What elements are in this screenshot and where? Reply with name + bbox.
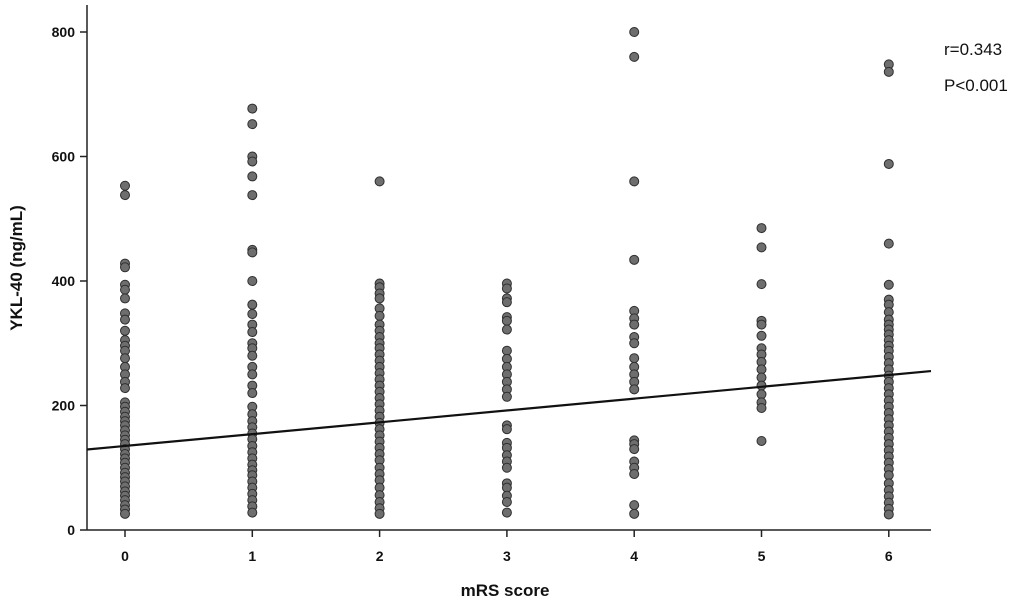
data-point [629, 176, 640, 187]
data-point [247, 299, 258, 310]
data-point [247, 308, 258, 319]
y-tick-label: 200 [52, 398, 76, 414]
data-point [120, 325, 130, 336]
data-point [247, 350, 258, 361]
data-point [883, 509, 894, 520]
data-point [883, 238, 894, 249]
x-tick-label: 2 [376, 548, 384, 564]
data-point [374, 293, 385, 304]
data-point [629, 319, 640, 330]
y-axis-title: YKL-40 (ng/mL) [7, 205, 26, 331]
data-point [120, 353, 130, 364]
data-point [247, 119, 258, 130]
data-point [756, 330, 767, 341]
data-point [501, 391, 512, 402]
data-point [756, 319, 767, 330]
data-point [247, 103, 258, 114]
data-point [501, 462, 512, 473]
data-point [247, 388, 258, 399]
data-point [501, 315, 512, 326]
data-point [756, 402, 767, 413]
data-point [247, 247, 258, 258]
data-point [883, 66, 894, 77]
x-tick-label: 3 [503, 548, 511, 564]
data-point [756, 242, 767, 253]
data-point [756, 279, 767, 290]
data-point [247, 327, 258, 338]
data-point [247, 369, 258, 380]
data-point [629, 468, 640, 479]
y-axis-ticks: 0 200 400 600 800 [52, 24, 87, 538]
axes [86, 5, 931, 531]
y-tick-label: 800 [52, 24, 76, 40]
data-point [374, 310, 385, 321]
x-tick-label: 6 [885, 548, 893, 564]
data-point [120, 190, 130, 201]
x-axis-title: mRS score [461, 581, 550, 600]
data-point [501, 507, 512, 518]
data-point [120, 284, 130, 295]
data-point [120, 262, 130, 273]
x-tick-label: 1 [248, 548, 256, 564]
data-point [247, 171, 258, 182]
regression-line [86, 369, 932, 451]
data-point [629, 338, 640, 349]
data-point [629, 508, 640, 519]
data-point [120, 180, 130, 191]
y-tick-label: 0 [67, 522, 75, 538]
data-point [883, 158, 894, 169]
data-point [629, 51, 640, 62]
y-tick-label: 400 [52, 273, 76, 289]
data-point [247, 276, 258, 286]
scatter-points [120, 27, 894, 520]
data-point [120, 383, 130, 394]
data-point [501, 496, 512, 507]
data-point [120, 314, 130, 325]
correlation-annotation: r=0.343 [944, 40, 1002, 59]
data-point [374, 508, 385, 519]
x-axis-ticks: 0 1 2 3 4 5 6 [121, 530, 893, 564]
data-point [501, 424, 512, 435]
data-point [247, 156, 258, 167]
x-tick-label: 0 [121, 548, 129, 564]
data-point [629, 500, 640, 511]
y-tick-label: 600 [52, 149, 76, 165]
data-point [629, 384, 640, 395]
data-point [501, 324, 512, 335]
data-point [756, 435, 767, 446]
data-point [501, 283, 512, 294]
x-tick-label: 5 [758, 548, 766, 564]
data-point [629, 353, 640, 364]
data-point [883, 279, 894, 290]
data-point [501, 297, 512, 308]
data-point [756, 223, 767, 234]
data-point [374, 176, 385, 187]
x-tick-label: 4 [630, 548, 638, 564]
data-point [120, 293, 130, 304]
data-point [629, 27, 640, 37]
data-point [247, 507, 258, 518]
p-value-annotation: P<0.001 [944, 76, 1008, 95]
data-point [629, 444, 640, 455]
data-point [247, 190, 258, 201]
data-point [629, 254, 640, 265]
data-point [120, 508, 130, 519]
